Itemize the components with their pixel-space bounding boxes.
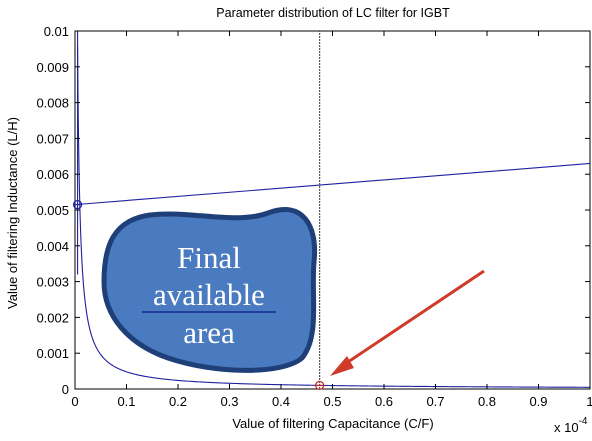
y-tick-label: 0.01 (44, 24, 69, 39)
upper-bound-line (74, 162, 591, 206)
y-tick-label: 0.004 (36, 239, 69, 254)
x-tick-label: 0.8 (478, 394, 496, 409)
x-tick-label: 0 (71, 394, 78, 409)
axis-ticks: 0 0.1 0.2 0.3 0.4 0.5 0.6 0.7 0.8 0.9 1 0 0.001 0.002… (36, 24, 592, 409)
final-available-area-shape (101, 207, 318, 373)
y-tick-label: 0 (62, 382, 69, 397)
y-tick-label: 0.009 (36, 60, 69, 75)
y-tick-label: 0.007 (36, 131, 69, 146)
x-tick-label: 1 (586, 394, 592, 409)
y-axis-label: Value of filtering Inductance (L/H) (5, 117, 20, 309)
annotation-arrow (330, 269, 485, 376)
arrow-head (330, 356, 354, 376)
chart-title: Parameter distribution of LC filter for … (216, 6, 450, 20)
x-tick-label: 0.7 (426, 394, 444, 409)
x-tick-label: 0.2 (169, 394, 187, 409)
area-label-line-3: area (183, 315, 235, 350)
hyperbola-curve (77, 45, 591, 388)
x-axis-multiplier: x 10-4 (554, 416, 588, 435)
area-label-line-2: available (153, 277, 265, 312)
final-available-area: Final available area (101, 207, 318, 373)
x-axis-multiplier-exponent: -4 (579, 416, 588, 427)
area-label-line-1: Final (177, 240, 241, 275)
y-tick-label: 0.001 (36, 346, 69, 361)
x-axis-label: Value of filtering Capacitance (C/F) (232, 416, 433, 431)
x-tick-label: 0.1 (117, 394, 135, 409)
y-tick-label: 0.003 (36, 275, 69, 290)
data-curves (72, 31, 591, 391)
x-tick-label: 0.6 (375, 394, 393, 409)
x-tick-label: 0.4 (272, 394, 290, 409)
x-tick-label: 0.9 (529, 394, 547, 409)
y-tick-label: 0.006 (36, 167, 69, 182)
arrow-shaft (344, 269, 485, 366)
x-tick-label: 0.5 (323, 394, 341, 409)
y-tick-label: 0.005 (36, 203, 69, 218)
y-tick-label: 0.008 (36, 96, 69, 111)
x-axis-multiplier-base: x 10 (554, 420, 579, 435)
y-tick-label: 0.002 (36, 310, 69, 325)
x-tick-label: 0.3 (220, 394, 238, 409)
